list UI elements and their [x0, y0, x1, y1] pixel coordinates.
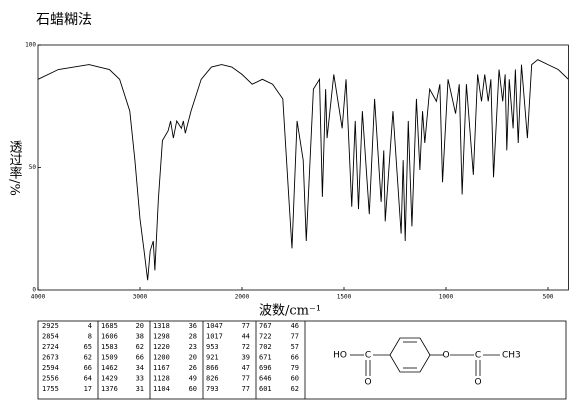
peak-wavenumber: 1376 — [101, 385, 118, 393]
peak-transmittance: 65 — [84, 343, 92, 351]
x-tick-label: 1000 — [439, 294, 454, 301]
peak-transmittance: 20 — [136, 322, 144, 330]
y-tick-label: 0 — [32, 287, 36, 294]
table-frame — [37, 320, 567, 400]
peak-wavenumber: 1509 — [101, 354, 118, 362]
peak-wavenumber: 1318 — [153, 322, 170, 330]
peak-wavenumber: 953 — [206, 343, 219, 351]
peak-wavenumber: 1685 — [101, 322, 118, 330]
peak-wavenumber: 866 — [206, 364, 219, 372]
peak-wavenumber: 2724 — [42, 343, 59, 351]
peak-transmittance: 77 — [242, 322, 250, 330]
peak-transmittance: 17 — [84, 385, 92, 393]
peak-transmittance: 46 — [291, 322, 299, 330]
peak-transmittance: 34 — [136, 364, 144, 372]
peak-wavenumber: 921 — [206, 354, 219, 362]
peak-wavenumber: 1583 — [101, 343, 118, 351]
peak-wavenumber: 671 — [259, 354, 272, 362]
peak-transmittance: 62 — [136, 343, 144, 351]
chart-title: 石蜡糊法 — [36, 12, 92, 28]
peak-wavenumber: 601 — [259, 385, 272, 393]
atom-label: CH3 — [502, 351, 521, 361]
peak-wavenumber: 2854 — [42, 333, 59, 341]
peak-wavenumber: 1220 — [153, 343, 170, 351]
peak-transmittance: 49 — [189, 375, 197, 383]
peak-transmittance: 62 — [84, 354, 92, 362]
peak-wavenumber: 2673 — [42, 354, 59, 362]
y-axis-label: 透过率/% — [7, 140, 23, 196]
peak-transmittance: 47 — [242, 364, 250, 372]
peak-transmittance: 66 — [291, 354, 299, 362]
peak-transmittance: 77 — [291, 333, 299, 341]
peak-transmittance: 38 — [136, 333, 144, 341]
peak-transmittance: 62 — [291, 385, 299, 393]
peak-wavenumber: 826 — [206, 375, 219, 383]
peak-wavenumber: 793 — [206, 385, 219, 393]
peak-transmittance: 23 — [189, 343, 197, 351]
peak-wavenumber: 2556 — [42, 375, 59, 383]
peak-transmittance: 77 — [242, 375, 250, 383]
peak-wavenumber: 1755 — [42, 385, 59, 393]
peak-wavenumber: 646 — [259, 375, 272, 383]
peak-transmittance: 4 — [88, 322, 92, 330]
peak-wavenumber: 1017 — [206, 333, 223, 341]
peak-transmittance: 20 — [189, 354, 197, 362]
atom-label: HO — [333, 351, 347, 361]
peak-wavenumber: 1429 — [101, 375, 118, 383]
y-tick-label: 50 — [29, 164, 37, 171]
peak-wavenumber: 1462 — [101, 364, 118, 372]
atom-label: O — [442, 351, 449, 361]
peak-transmittance: 8 — [88, 333, 92, 341]
peak-transmittance: 26 — [189, 364, 197, 372]
peak-transmittance: 39 — [242, 354, 250, 362]
spectrum-line — [37, 59, 569, 281]
peak-transmittance: 72 — [242, 343, 250, 351]
x-tick-label: 1500 — [337, 294, 352, 301]
peak-wavenumber: 696 — [259, 364, 272, 372]
peak-transmittance: 66 — [84, 364, 92, 372]
peak-transmittance: 28 — [189, 333, 197, 341]
peak-transmittance: 33 — [136, 375, 144, 383]
peak-wavenumber: 1047 — [206, 322, 223, 330]
x-tick-label: 500 — [543, 294, 554, 301]
atom-label: O — [474, 378, 481, 388]
atom-label: O — [364, 378, 371, 388]
peak-wavenumber: 1298 — [153, 333, 170, 341]
peak-wavenumber: 2594 — [42, 364, 59, 372]
peak-wavenumber: 2925 — [42, 322, 59, 330]
peak-transmittance: 36 — [189, 322, 197, 330]
atom-label: C — [365, 351, 371, 361]
peak-transmittance: 57 — [291, 343, 299, 351]
peak-transmittance: 31 — [136, 385, 144, 393]
peak-transmittance: 44 — [242, 333, 250, 341]
peak-transmittance: 64 — [84, 375, 92, 383]
peak-wavenumber: 1606 — [101, 333, 118, 341]
x-tick-label: 3000 — [133, 294, 148, 301]
x-tick-label: 2000 — [235, 294, 250, 301]
y-tick-label: 100 — [25, 42, 36, 49]
structure-bonds — [350, 337, 500, 376]
table-dividers — [97, 321, 306, 399]
peak-transmittance: 77 — [242, 385, 250, 393]
x-axis-label: 波数/cm⁻¹ — [259, 304, 321, 319]
peak-wavenumber: 1128 — [153, 375, 170, 383]
atom-label: C — [475, 351, 481, 361]
peak-wavenumber: 767 — [259, 322, 272, 330]
peak-wavenumber: 1200 — [153, 354, 170, 362]
peak-wavenumber: 1104 — [153, 385, 170, 393]
peak-transmittance: 79 — [291, 364, 299, 372]
peak-wavenumber: 722 — [259, 333, 272, 341]
x-tick-label: 4000 — [31, 294, 46, 301]
peak-transmittance: 60 — [189, 385, 197, 393]
peak-transmittance: 66 — [136, 354, 144, 362]
peak-transmittance: 60 — [291, 375, 299, 383]
peak-wavenumber: 702 — [259, 343, 272, 351]
peak-wavenumber: 1167 — [153, 364, 170, 372]
